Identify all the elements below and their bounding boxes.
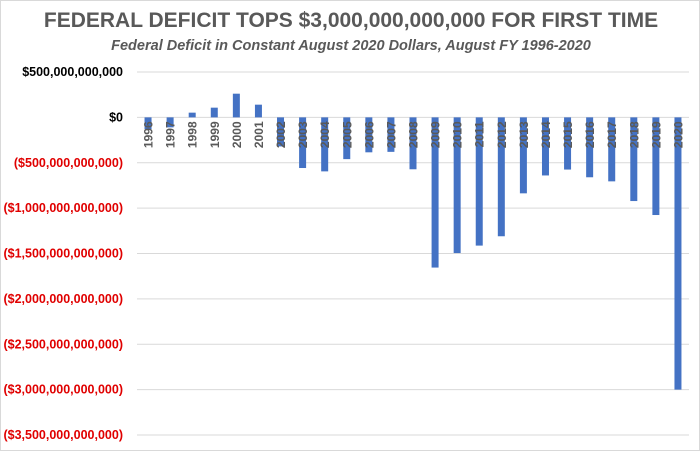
bar-2012 (497, 117, 505, 237)
bar-2014 (541, 117, 549, 176)
x-tick-label: 2012 (495, 121, 509, 148)
x-tick-label: 2011 (473, 121, 487, 147)
y-tick-label: ($3,000,000,000,000) (3, 383, 123, 397)
x-tick-label: 2016 (583, 121, 597, 148)
x-tick-label: 2020 (671, 121, 685, 148)
bar-2005 (343, 117, 351, 160)
bar-2002 (277, 117, 285, 147)
y-tick-label: ($2,500,000,000,000) (3, 337, 123, 351)
bar-1997 (166, 117, 174, 128)
x-tick-label: 1996 (142, 121, 156, 148)
x-tick-label: 2015 (561, 121, 575, 148)
x-tick-label: 2013 (517, 121, 531, 148)
chart-subtitle: Federal Deficit in Constant August 2020 … (111, 38, 591, 54)
bar-1999 (210, 107, 218, 118)
bar-2010 (453, 117, 461, 254)
bar-2003 (299, 117, 307, 169)
bar-2004 (321, 117, 329, 172)
x-tick-label: 2004 (318, 121, 332, 148)
bar-2015 (564, 117, 572, 170)
chart-title: FEDERAL DEFICIT TOPS $3,000,000,000,000 … (43, 9, 659, 32)
x-tick-label: 1997 (164, 121, 178, 148)
x-tick-label: 1999 (208, 121, 222, 148)
x-tick-label: 2007 (384, 121, 398, 148)
bar-2016 (586, 117, 594, 178)
bar-2018 (630, 117, 638, 202)
x-tick-label: 2018 (627, 121, 641, 148)
bar-1996 (144, 117, 152, 130)
y-tick-label: ($1,000,000,000,000) (3, 201, 123, 215)
x-tick-label: 2005 (340, 121, 354, 148)
x-tick-label: 2002 (274, 121, 288, 148)
x-tick-label: 1998 (186, 121, 200, 148)
y-tick-label: ($1,500,000,000,000) (3, 247, 123, 261)
x-tick-label: 2017 (605, 121, 619, 148)
x-tick-label: 2000 (230, 121, 244, 148)
x-tick-label: 2014 (539, 121, 553, 148)
x-tick-label: 2006 (362, 121, 376, 148)
y-tick-label: ($500,000,000,000) (14, 156, 123, 170)
x-tick-label: 2001 (252, 121, 266, 148)
y-tick-label: ($2,000,000,000,000) (3, 292, 123, 306)
x-tick-label: 2010 (451, 121, 465, 148)
bar-2008 (409, 117, 417, 170)
y-tick-label: ($3,500,000,000,000) (3, 428, 123, 442)
bar-2001 (254, 104, 262, 118)
bar-1998 (188, 112, 196, 118)
bar-2020 (674, 117, 682, 390)
bar-2006 (365, 117, 373, 153)
bar-2000 (232, 93, 240, 118)
x-tick-label: 2003 (296, 121, 310, 148)
bar-2013 (519, 117, 527, 194)
y-tick-label: $0 (109, 110, 123, 124)
y-tick-label: $500,000,000,000 (22, 65, 123, 79)
bar-2017 (608, 117, 616, 182)
bar-2007 (387, 117, 395, 152)
bar-2009 (431, 117, 439, 268)
x-tick-label: 2009 (429, 121, 443, 148)
bar-2019 (652, 117, 660, 216)
x-tick-label: 2019 (649, 121, 663, 148)
x-tick-label: 2008 (407, 121, 421, 148)
bar-2011 (475, 117, 483, 246)
